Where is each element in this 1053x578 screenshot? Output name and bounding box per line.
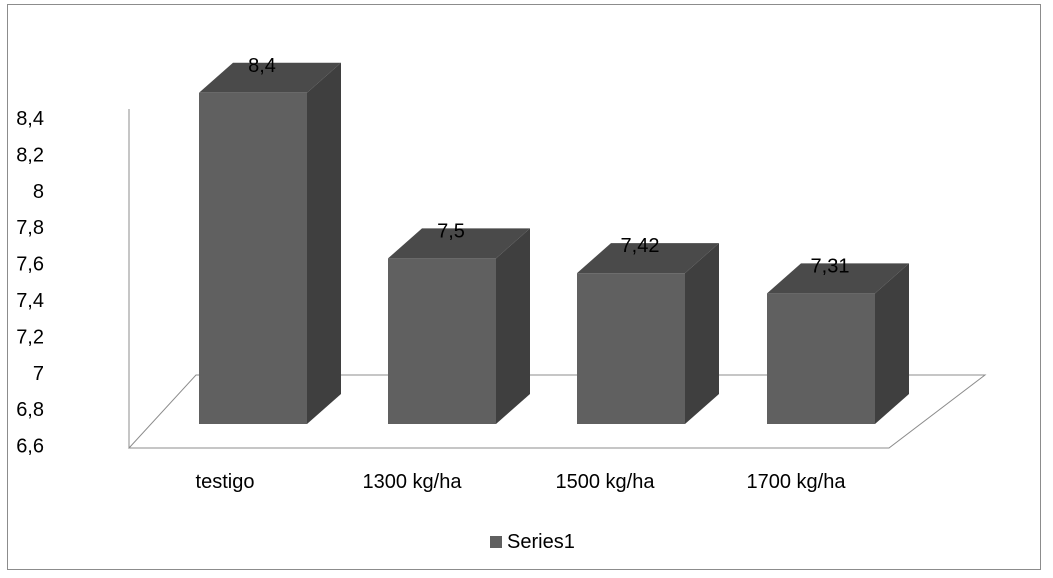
legend-label-series1: Series1 <box>507 531 575 553</box>
data-label: 8,4 <box>248 55 276 77</box>
bar-front-face <box>577 273 685 424</box>
labels: 8,4 7,5 7,42 7,31 testigo 1300 kg/ha 1500 kg/h… <box>196 55 850 493</box>
bar-side-face <box>875 263 909 424</box>
x-tick-label: testigo <box>196 471 255 493</box>
bar-side-face <box>307 62 341 425</box>
bar-1 <box>388 228 530 424</box>
bars <box>199 62 909 425</box>
bar-front-face <box>388 258 496 424</box>
bar-top-face <box>767 263 909 294</box>
chart-svg: 8,4 8,2 8 7,8 7,6 7,4 7,2 7 6,8 6,6 8,4 7,5 7,42 7,3… <box>16 55 987 553</box>
legend-swatch-series1 <box>490 536 502 548</box>
bar-3 <box>767 263 909 424</box>
x-tick-label: 1700 kg/ha <box>747 471 847 493</box>
data-label: 7,42 <box>621 235 660 257</box>
y-tick-label: 6,8 <box>16 399 44 421</box>
y-tick-label: 8 <box>33 181 44 203</box>
data-label: 7,31 <box>811 255 850 277</box>
y-tick-label: 7,6 <box>16 254 44 276</box>
y-tick-label: 7,8 <box>16 217 44 239</box>
x-tick-label: 1300 kg/ha <box>363 471 463 493</box>
bar-top-face <box>199 62 341 93</box>
y-tick-label: 8,4 <box>16 108 44 130</box>
x-tick-label: 1500 kg/ha <box>556 471 656 493</box>
data-label: 7,5 <box>437 220 465 242</box>
y-tick-label: 7,4 <box>16 290 44 312</box>
y-tick-label: 7,2 <box>16 326 44 348</box>
bar-top-face <box>388 228 530 259</box>
bar-front-face <box>767 293 875 424</box>
y-tick-label: 6,6 <box>16 436 44 458</box>
bar-side-face <box>685 243 719 424</box>
y-tick-label: 8,2 <box>16 144 44 166</box>
y-tick-label: 7 <box>33 363 44 385</box>
y-axis: 8,4 8,2 8 7,8 7,6 7,4 7,2 7 6,8 6,6 <box>16 108 130 458</box>
legend: Series1 <box>490 531 575 553</box>
bar-front-face <box>199 92 307 425</box>
chart-area: 8,4 8,2 8 7,8 7,6 7,4 7,2 7 6,8 6,6 8,4 7,5 7,42 7,3… <box>7 4 1041 570</box>
bar-2 <box>577 243 719 424</box>
bar-top-face <box>577 243 719 274</box>
bar-0 <box>199 62 341 425</box>
bar-side-face <box>496 228 530 424</box>
